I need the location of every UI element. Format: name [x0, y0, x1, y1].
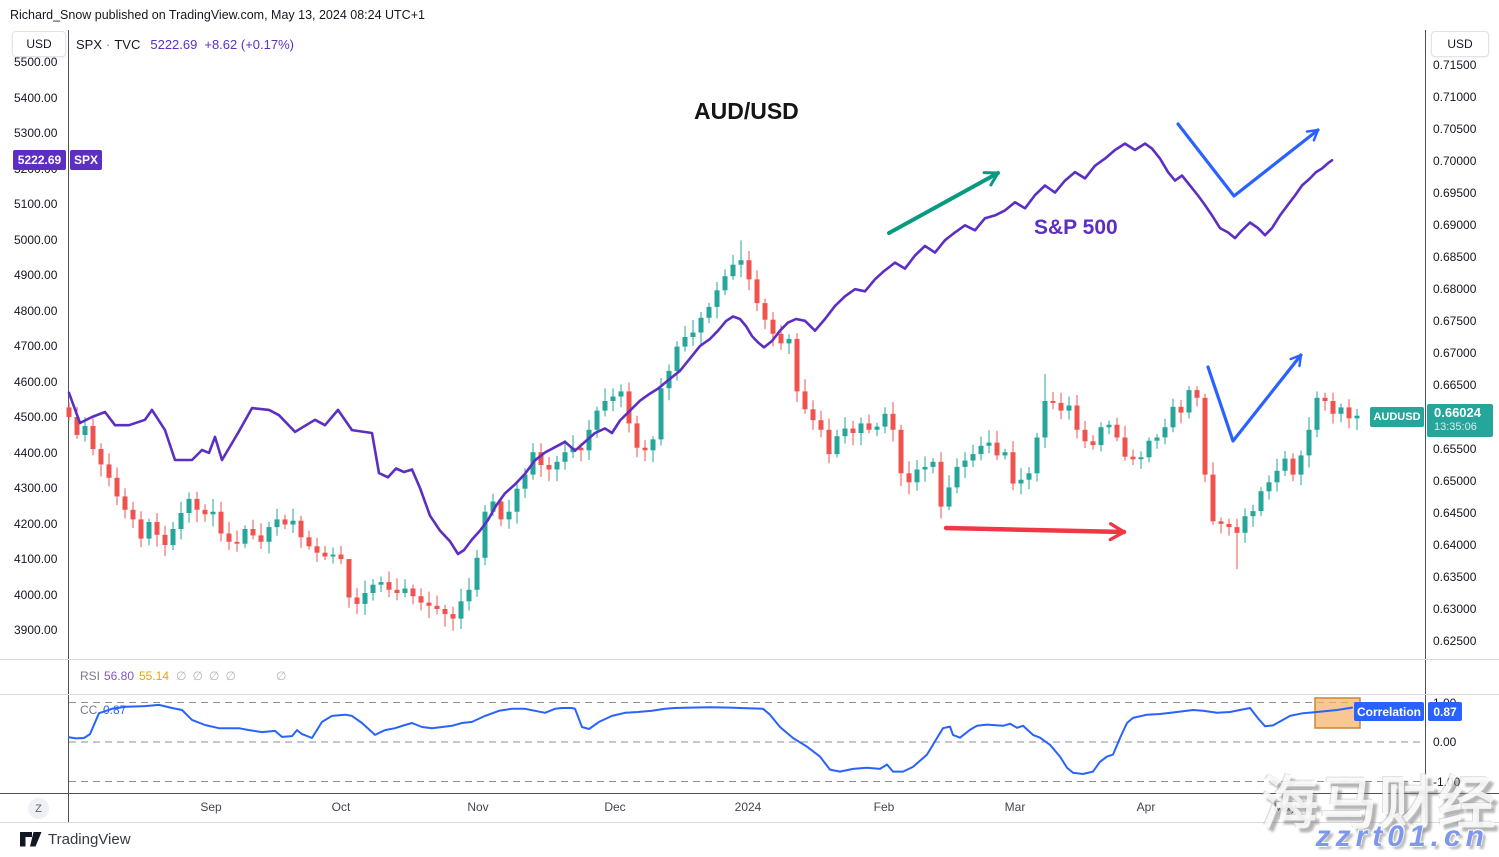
left-axis-tick: 5100.00 — [14, 197, 58, 211]
time-axis-label-Mar: Mar — [1004, 800, 1026, 814]
time-axis-label-Dec: Dec — [604, 800, 626, 814]
left-axis-tick: 5500.00 — [14, 55, 58, 69]
right-axis-tick: 0.70000 — [1433, 154, 1477, 168]
left-axis-tick: 4400.00 — [14, 446, 58, 460]
time-axis-label-Apr: Apr — [1136, 800, 1156, 814]
time-axis-label-May: May — [1273, 800, 1297, 814]
left-scale-currency-button[interactable]: USD — [12, 31, 66, 57]
right-scale-currency-button[interactable]: USD — [1431, 31, 1489, 57]
blue-v-arrow-bottom[interactable] — [1206, 353, 1303, 443]
left-axis-tick: 4100.00 — [14, 552, 58, 566]
left-axis-tick: 4000.00 — [14, 588, 58, 602]
right-axis-tick: 0.69500 — [1433, 186, 1477, 200]
correlation-name-badge: Correlation — [1354, 702, 1424, 721]
time-axis-label-Oct: Oct — [331, 800, 351, 814]
green-up-arrow[interactable] — [887, 171, 1000, 235]
right-axis-tick: 0.65500 — [1433, 442, 1477, 456]
right-axis-tick: 0.67500 — [1433, 314, 1477, 328]
right-axis-tick: 0.64500 — [1433, 506, 1477, 520]
left-axis-tick: 4500.00 — [14, 410, 58, 424]
right-axis-tick: 0.63000 — [1433, 602, 1477, 616]
pair-title-annotation: AUD/USD — [694, 98, 799, 124]
left-axis-tick: 5000.00 — [14, 233, 58, 247]
right-axis-tick: 0.63500 — [1433, 570, 1477, 584]
spx-symbol-badge: SPX — [70, 150, 102, 170]
red-sideways-arrow[interactable] — [943, 522, 1127, 542]
left-axis-tick: 4300.00 — [14, 481, 58, 495]
left-axis-tick: 3900.00 — [14, 623, 58, 637]
spx-last-price-badge: 5222.69 — [13, 150, 66, 170]
legend-exchange: TVC — [114, 37, 141, 52]
correlation-value-badge: 0.87 — [1428, 702, 1462, 721]
left-axis-tick: 4700.00 — [14, 339, 58, 353]
blue-v-arrow-top[interactable] — [1176, 122, 1320, 198]
left-axis-tick: 4200.00 — [14, 517, 58, 531]
right-axis-tick: 0.71000 — [1433, 90, 1477, 104]
right-axis-tick: 0.70500 — [1433, 122, 1477, 136]
tradingview-logo-link[interactable]: TradingView — [20, 831, 131, 848]
tradingview-brand-text: TradingView — [48, 831, 131, 848]
right-axis-tick: 0.68500 — [1433, 250, 1477, 264]
left-axis-tick: 4600.00 — [14, 375, 58, 389]
time-axis-label-Nov: Nov — [467, 800, 489, 814]
cc-axis-tick: 0.00 — [1433, 735, 1457, 749]
rsi-empty-marker: ∅ — [209, 669, 220, 683]
audusd-last-price-badge: 0.66024 13:35:06 — [1427, 404, 1493, 437]
rsi-value: 56.80 — [104, 669, 135, 683]
left-axis-tick: 5300.00 — [14, 126, 58, 140]
audusd-symbol-badge: AUDUSD — [1370, 407, 1424, 427]
rsi-extra-empty-marker: ∅ — [276, 669, 287, 683]
right-axis-tick: 0.69000 — [1433, 218, 1477, 232]
right-axis-tick: 0.66500 — [1433, 378, 1477, 392]
cc-label: CC — [80, 703, 98, 717]
time-axis-label-Feb: Feb — [873, 800, 895, 814]
audusd-countdown: 13:35:06 — [1434, 421, 1477, 433]
right-axis-tick: 0.65000 — [1433, 474, 1477, 488]
rsi-empty-marker: ∅ — [176, 669, 187, 683]
cc-axis-tick: -1.00 — [1433, 775, 1461, 789]
cc-value: 0.87 — [103, 703, 127, 717]
tradingview-logo-icon — [20, 832, 42, 847]
left-axis-tick: 4800.00 — [14, 304, 58, 318]
rsi-empty-marker: ∅ — [192, 669, 203, 683]
right-axis-tick: 0.68000 — [1433, 282, 1477, 296]
legend-symbol: SPX — [76, 37, 103, 52]
audusd-last-price: 0.66024 — [1434, 405, 1481, 420]
rsi-label: RSI — [80, 669, 101, 683]
sp500-annotation: S&P 500 — [1034, 216, 1118, 239]
legend-change: +8.62 (+0.17%) — [204, 37, 294, 52]
right-axis-tick: 0.62500 — [1433, 634, 1477, 648]
symbol-legend[interactable]: SPX · TVC 5222.69 +8.62 (+0.17%) — [76, 37, 294, 52]
left-axis-tick: 5400.00 — [14, 91, 58, 105]
correlation-line-series — [68, 703, 1353, 775]
right-axis-tick: 0.64000 — [1433, 538, 1477, 552]
timezone-button[interactable]: Z — [28, 798, 49, 819]
audusd-candlestick-series — [66, 240, 1360, 631]
left-axis-tick: 4900.00 — [14, 268, 58, 282]
spx-line-series — [67, 142, 1334, 556]
right-axis-tick: 0.67000 — [1433, 346, 1477, 360]
rsi-ma-value: 55.14 — [139, 669, 170, 683]
legend-separator: · — [106, 37, 111, 52]
right-axis-tick: 0.71500 — [1433, 58, 1477, 72]
legend-price: 5222.69 — [150, 37, 198, 52]
rsi-empty-marker: ∅ — [225, 669, 236, 683]
publish-info: Richard_Snow published on TradingView.co… — [10, 8, 425, 22]
time-axis-label-Sep: Sep — [200, 800, 222, 814]
time-axis-label-2024: 2024 — [734, 800, 762, 814]
